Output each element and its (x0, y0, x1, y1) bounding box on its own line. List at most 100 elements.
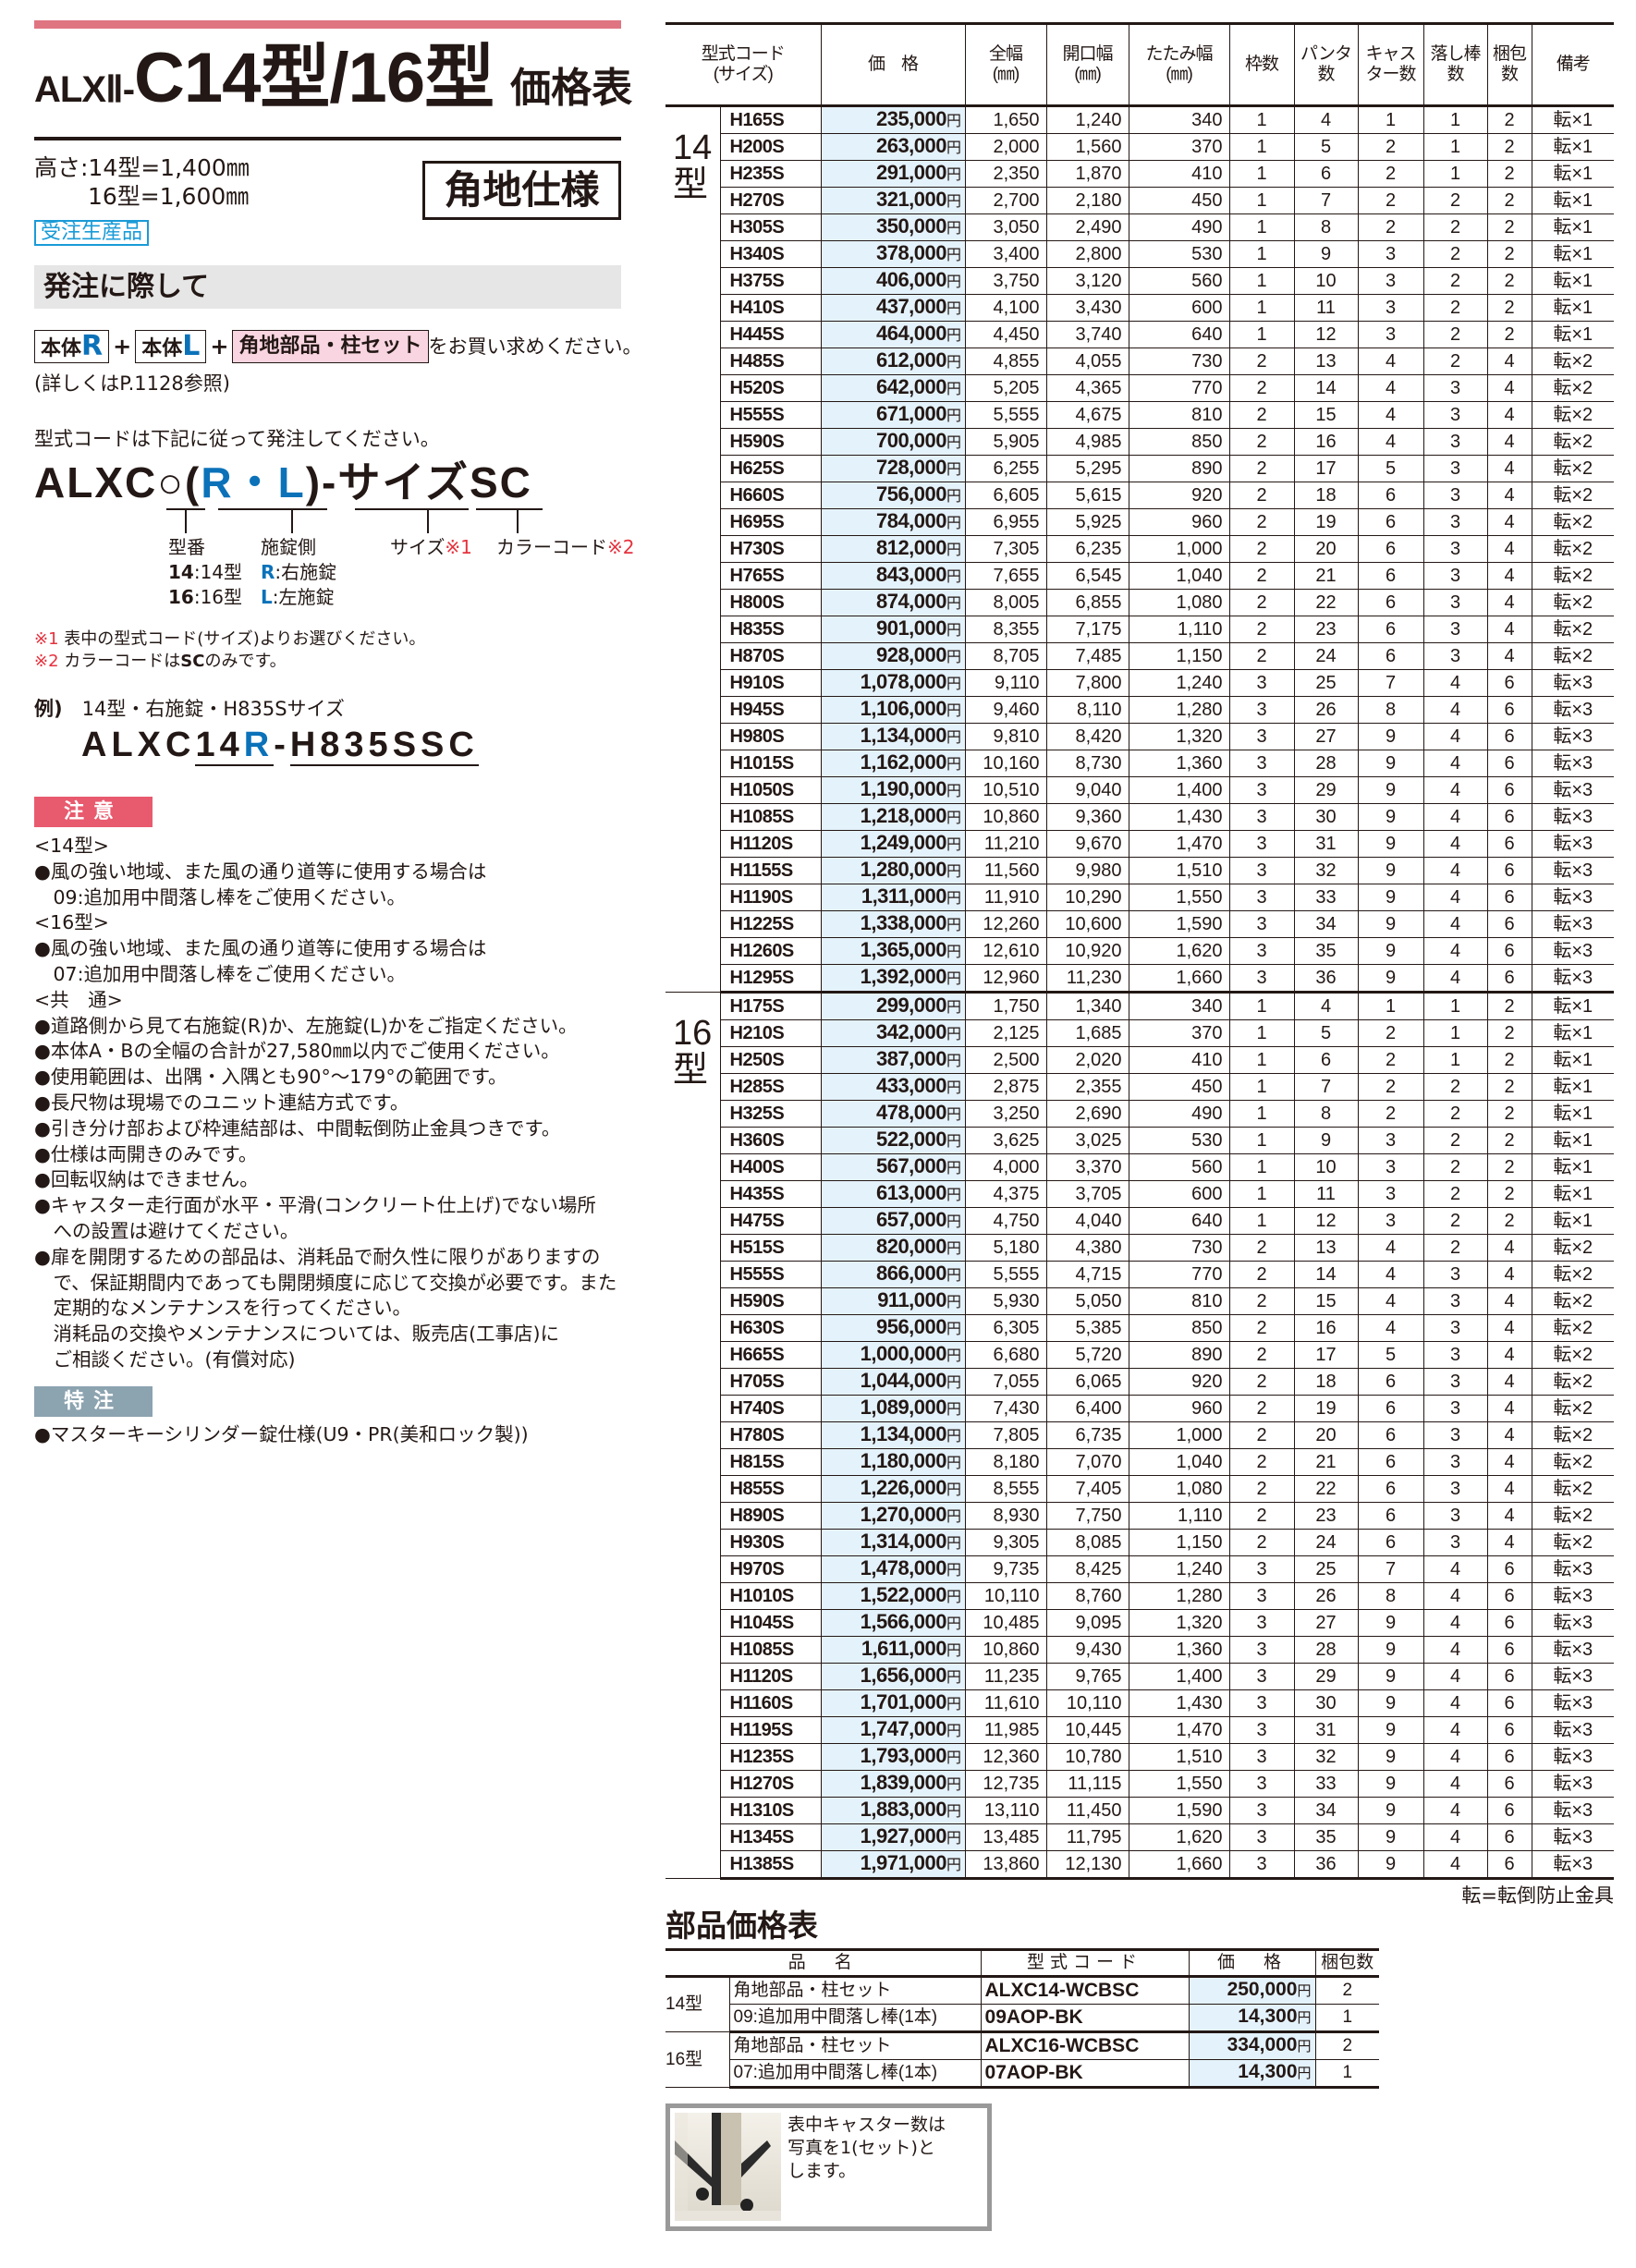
model-code: H1310S (719, 1797, 822, 1824)
formula-part: SC (469, 458, 532, 506)
remarks-cell: 転×3 (1531, 750, 1615, 777)
price-cell: 1,392,000円 (820, 964, 966, 994)
count-cell: 6 (1486, 910, 1532, 938)
dimension-cell: 4,000 (964, 1153, 1047, 1181)
table-row: H910S 1,078,000円 9,110 7,800 1,240 3 25 7 4 6 転×3 (665, 669, 1615, 697)
count-cell: 3 (1228, 776, 1295, 804)
package-count: 1 (1314, 2004, 1380, 2033)
price-cell: 478,000円 (820, 1100, 966, 1128)
option-value: :14型 (193, 561, 243, 583)
yen-unit: 円 (946, 1187, 961, 1203)
dimension-cell: 9,040 (1045, 776, 1129, 804)
count-cell: 3 (1228, 1609, 1295, 1637)
dimension-cell: 13,110 (964, 1797, 1047, 1824)
dimension-cell: 3,750 (964, 267, 1047, 295)
tick (427, 508, 429, 533)
table-row: H1120S 1,249,000円 11,210 9,670 1,470 3 31 9 4 6 転×… (665, 830, 1615, 858)
count-cell: 20 (1293, 535, 1359, 563)
dimension-cell: 1,240 (1128, 1555, 1230, 1583)
price-cell: 14,300円 (1188, 2004, 1316, 2033)
price-cell: 350,000円 (820, 213, 966, 241)
table-row: H520S 642,000円 5,205 4,365 770 2 14 4 3 4 転×2 (665, 374, 1615, 402)
count-cell: 6 (1293, 160, 1359, 188)
yen-unit: 円 (946, 1213, 961, 1230)
count-cell: 3 (1228, 1797, 1295, 1824)
dimension-cell: 1,550 (1128, 884, 1230, 911)
table-row: H660S 756,000円 6,605 5,615 920 2 18 6 3 4 転×2 (665, 482, 1615, 509)
count-cell: 27 (1293, 723, 1359, 750)
count-cell: 2 (1228, 1529, 1295, 1556)
count-cell: 2 (1422, 1234, 1488, 1262)
dimension-cell: 2,020 (1045, 1046, 1129, 1074)
table-row: H1085S 1,218,000円 10,860 9,360 1,430 3 30 9 4 6 転×… (665, 803, 1615, 831)
count-cell: 2 (1228, 1287, 1295, 1315)
table-row: H855S 1,226,000円 8,555 7,405 1,080 2 22 6 3 4 転×2 (665, 1475, 1615, 1503)
table-row: H475S 657,000円 4,750 4,040 640 1 12 3 2 2 転×1 (665, 1207, 1615, 1235)
count-cell: 9 (1293, 1127, 1359, 1154)
count-cell: 5 (1357, 455, 1424, 482)
price-value: 1,311,000 (861, 884, 947, 908)
dimension-cell: 8,425 (1045, 1555, 1129, 1583)
remarks-cell: 転×3 (1531, 776, 1615, 804)
price-cell: 1,747,000円 (820, 1716, 966, 1744)
dimension-cell: 10,160 (964, 750, 1047, 777)
model-code: H890S (719, 1502, 822, 1530)
dimension-cell: 4,675 (1045, 401, 1129, 429)
formula-part: - (322, 458, 338, 506)
count-cell: 4 (1293, 105, 1359, 134)
size-label: サイズ (390, 536, 446, 558)
count-cell: 1 (1228, 1100, 1295, 1128)
count-cell: 33 (1293, 1770, 1359, 1798)
yen-unit: 円 (946, 1803, 961, 1820)
count-cell: 6 (1357, 1475, 1424, 1503)
price-value: 1,478,000 (860, 1555, 947, 1579)
dimension-cell: 1,280 (1128, 696, 1230, 724)
price-cell: 874,000円 (820, 589, 966, 616)
column-header: キャス ター数 (1357, 22, 1424, 107)
table-row: H360S 522,000円 3,625 3,025 530 1 9 3 2 2 転×1 (665, 1127, 1615, 1154)
count-cell: 3 (1422, 401, 1488, 429)
detail-reference: (詳しくはP.1128参照) (34, 372, 230, 395)
remarks-cell: 転×3 (1531, 696, 1615, 724)
dimension-cell: 1,040 (1128, 1448, 1230, 1476)
dimension-cell: 11,235 (964, 1663, 1047, 1690)
count-cell: 2 (1228, 535, 1295, 563)
box-label: 本体 (41, 337, 82, 360)
count-cell: 6 (1486, 776, 1532, 804)
yen-unit: 円 (946, 1374, 961, 1391)
count-cell: 4 (1357, 428, 1424, 456)
dimension-cell: 890 (1128, 455, 1230, 482)
yen-unit: 円 (946, 408, 961, 424)
count-cell: 7 (1293, 187, 1359, 214)
dimension-cell: 7,175 (1045, 616, 1129, 643)
model-code: H1015S (719, 750, 822, 777)
count-cell: 6 (1486, 884, 1532, 911)
dimension-cell: 1,280 (1128, 1582, 1230, 1610)
table-row: H945S 1,106,000円 9,460 8,110 1,280 3 26 8 4 6 転×3 (665, 696, 1615, 724)
parts-table-wrapper: 品 名型式コード価 格梱包数 14型 角地部品・柱セット ALXC14-WCBSC 2… (665, 1948, 1614, 2089)
dimension-cell: 770 (1128, 1261, 1230, 1288)
remarks-cell: 転×2 (1531, 508, 1615, 536)
count-cell: 9 (1357, 750, 1424, 777)
table-row: H1160S 1,701,000円 11,610 10,110 1,430 3 30 9 4 6 転… (665, 1689, 1615, 1717)
count-cell: 4 (1422, 884, 1488, 911)
count-cell: 4 (1422, 964, 1488, 994)
dimension-cell: 5,555 (964, 401, 1047, 429)
note-text: カラーコードは (58, 652, 181, 671)
remarks-cell: 転×3 (1531, 1823, 1615, 1851)
dimension-cell: 6,545 (1045, 562, 1129, 590)
yen-unit: 円 (946, 1696, 961, 1713)
count-cell: 25 (1293, 1555, 1359, 1583)
dimension-cell: 730 (1128, 1234, 1230, 1262)
price-cell: 406,000円 (820, 267, 966, 295)
yen-unit: 円 (946, 193, 961, 210)
remarks-cell: 転×1 (1531, 105, 1615, 134)
count-cell: 6 (1486, 937, 1532, 965)
table-row: H1015S 1,162,000円 10,160 8,730 1,360 3 28 9 4 6 転×… (665, 750, 1615, 777)
dimension-cell: 6,855 (1045, 589, 1129, 616)
dimension-cell: 10,920 (1045, 937, 1129, 965)
price-cell: 299,000円 (820, 992, 966, 1020)
dimension-cell: 10,860 (964, 1636, 1047, 1664)
dimension-cell: 4,380 (1045, 1234, 1129, 1262)
remarks-cell: 転×2 (1531, 616, 1615, 643)
